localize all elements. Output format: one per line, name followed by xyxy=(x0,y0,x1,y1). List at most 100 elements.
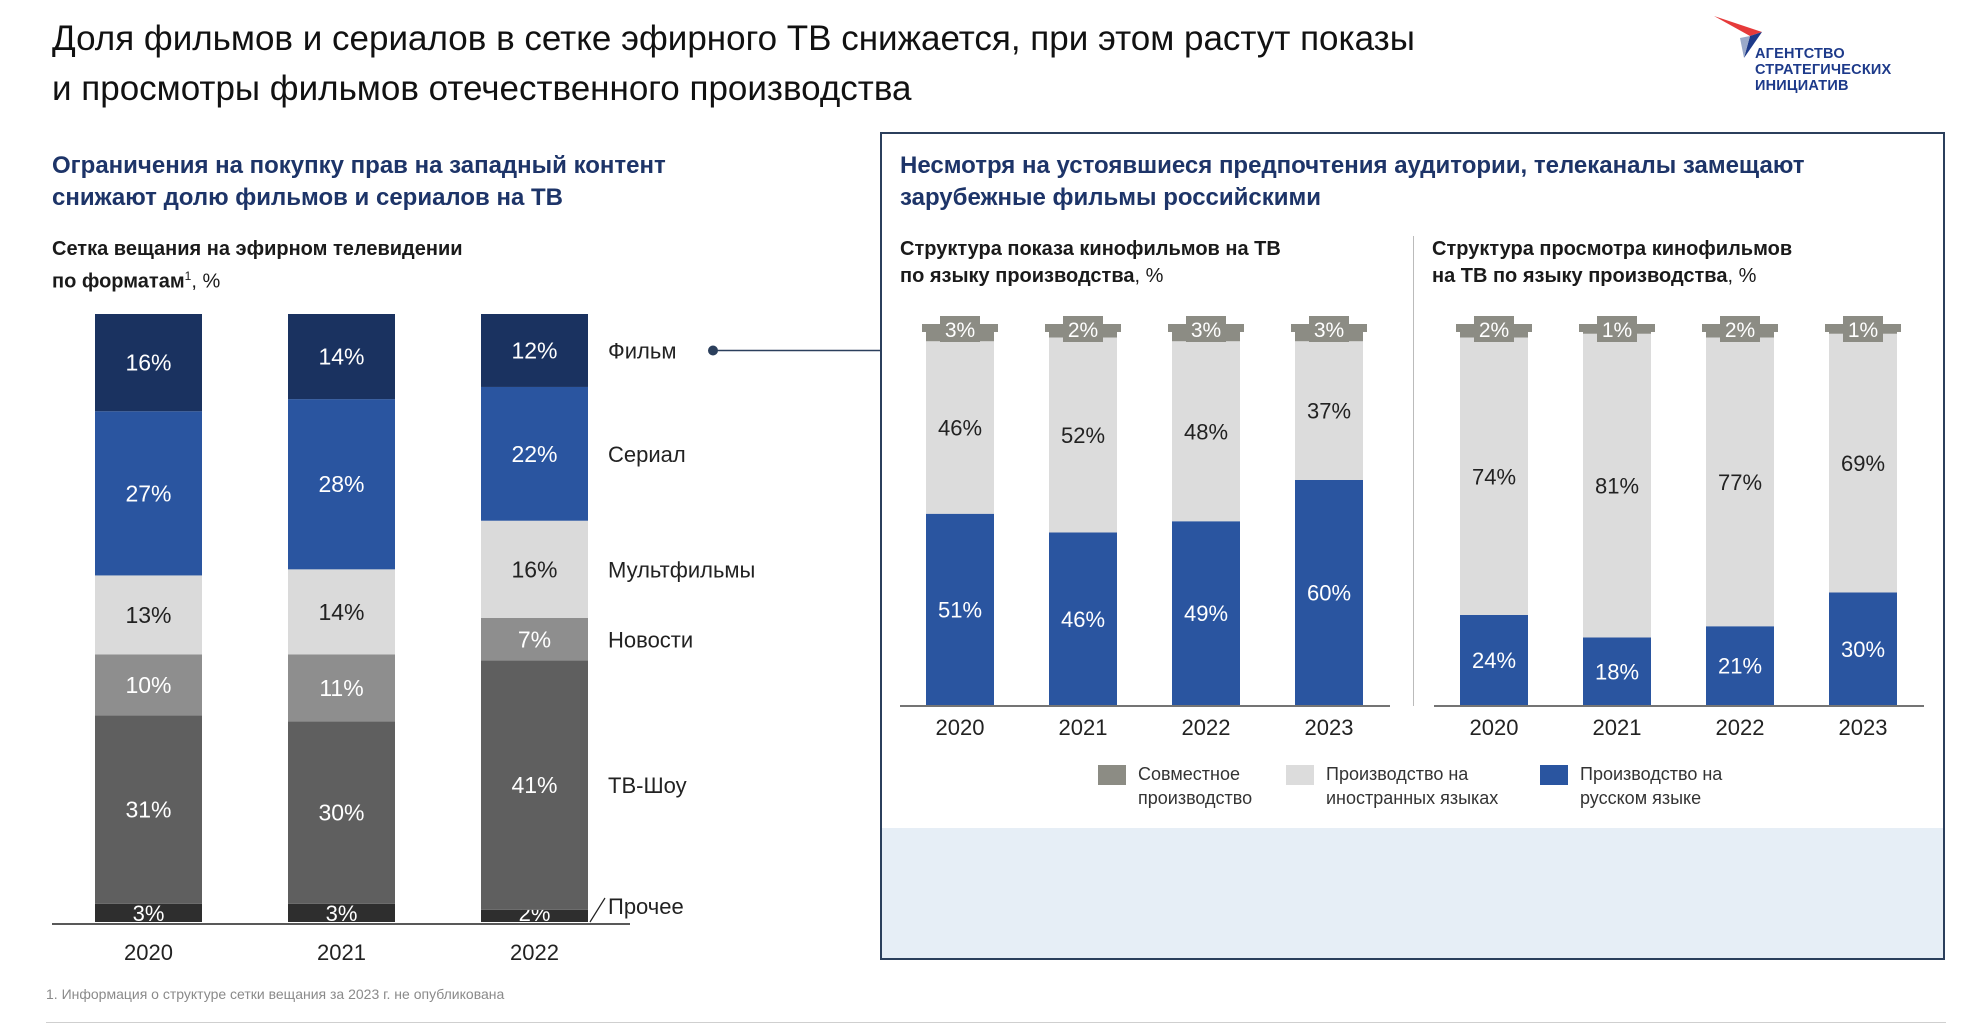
legend-label-russian-language: Производство на русском языке xyxy=(1580,764,1723,808)
data-label-фильм-2021: 14% xyxy=(318,344,364,370)
screenings-data-label-1-2021: 52% xyxy=(1061,423,1105,448)
bar-segment-мультфильмы-2022 xyxy=(481,520,588,618)
screenings-top-badge-2021 xyxy=(1063,316,1103,342)
data-label-новости-2021: 11% xyxy=(319,675,363,701)
chart1-title: Структура показа кинофильмов на ТВ по яз… xyxy=(900,236,1400,290)
views-data-label-1-2020: 74% xyxy=(1472,464,1516,489)
screenings-x-tick-label-2022: 2022 xyxy=(1182,715,1231,740)
series-label-новости: Новости xyxy=(608,627,693,652)
data-label-новости-2020: 10% xyxy=(125,672,171,698)
data-label-прочее-2020: 3% xyxy=(133,901,165,926)
screenings-data-label-1-2022: 48% xyxy=(1184,419,1228,444)
bar-segment-сериал-2022 xyxy=(481,386,588,521)
series-label-фильм: Фильм xyxy=(608,338,676,363)
screenings-x-tick-label-2023: 2023 xyxy=(1305,715,1354,740)
chart2-title: Структура просмотра кинофильмов на ТВ по… xyxy=(1432,236,1932,290)
left-heading-line-1: Ограничения на покупку прав на западный … xyxy=(52,152,666,179)
chart-divider xyxy=(1413,236,1414,706)
bar-segment-мультфильмы-2021 xyxy=(288,569,395,655)
bar-segment-новости-2022 xyxy=(481,618,588,661)
series-label-мультфильмы: Мультфильмы xyxy=(608,557,755,582)
screenings-bar-segment-1-2020 xyxy=(926,341,994,514)
screenings-top-badge-2020 xyxy=(940,316,980,342)
bar-segment-тв-шоу-2022 xyxy=(481,660,588,910)
bar-segment-мультфильмы-2020 xyxy=(95,575,202,655)
legend-label-foreign-language: Производство на иностранных языках xyxy=(1326,764,1499,808)
data-label-мультфильмы-2022: 16% xyxy=(511,556,557,582)
screenings-bar-segment-0-2022 xyxy=(1172,521,1240,705)
screenings-data-label-2-2023: 3% xyxy=(1314,319,1344,342)
logo-arrow-icon xyxy=(1714,16,1762,58)
views-x-tick-label-2021: 2021 xyxy=(1593,715,1642,740)
legend-swatch-russian-language xyxy=(1540,765,1568,785)
screenings-data-label-1-2020: 46% xyxy=(938,416,982,441)
left-chart-subheading: Сетка вещания на эфирном телевидении по … xyxy=(52,236,752,296)
screenings-bar-segment-1-2022 xyxy=(1172,341,1240,522)
views-data-label-2-2020: 2% xyxy=(1479,319,1509,342)
data-label-мультфильмы-2021: 14% xyxy=(318,599,364,625)
screenings-data-label-0-2022: 49% xyxy=(1184,601,1228,626)
page-title-line-2: и просмотры фильмов отечественного произ… xyxy=(52,69,912,108)
views-bar-segment-1-2021 xyxy=(1583,333,1651,638)
views-data-label-0-2020: 24% xyxy=(1472,648,1516,673)
footnote-marker: 1 xyxy=(184,269,192,283)
views-top-badge-2022 xyxy=(1720,316,1760,342)
series-label-сериал: Сериал xyxy=(608,442,686,467)
views-bar-segment-0-2020 xyxy=(1460,615,1528,705)
series-label-тв-шоу: ТВ-Шоу xyxy=(608,773,687,798)
data-label-тв-шоу-2022: 41% xyxy=(511,772,557,798)
views-bar-segment-1-2020 xyxy=(1460,337,1528,615)
left-heading-line-2: снижают долю фильмов и сериалов на ТВ xyxy=(52,184,563,211)
x-tick-label-2022: 2022 xyxy=(510,940,559,965)
screenings-bar-segment-0-2023 xyxy=(1295,480,1363,705)
legend-label-co-production: Совместное производство xyxy=(1138,764,1253,808)
bar-segment-прочее-2020 xyxy=(95,903,202,922)
chart2-title-line-1: Структура просмотра кинофильмов xyxy=(1432,238,1793,260)
views-x-tick-label-2020: 2020 xyxy=(1470,715,1519,740)
agency-logo: АГЕНТСТВО СТРАТЕГИЧЕСКИХ ИНИЦИАТИВ xyxy=(1710,10,1950,100)
bar-segment-прочее-2022 xyxy=(481,909,588,922)
views-x-tick-label-2022: 2022 xyxy=(1716,715,1765,740)
logo-text-line-2: СТРАТЕГИЧЕСКИХ xyxy=(1755,62,1892,78)
x-tick-label-2021: 2021 xyxy=(317,940,366,965)
bar-segment-новости-2021 xyxy=(288,654,395,722)
legend-item-co-production: Совместное производство xyxy=(1098,762,1252,810)
screenings-x-tick-label-2021: 2021 xyxy=(1059,715,1108,740)
series-label-прочее: Прочее xyxy=(608,894,684,919)
x-tick-label-2020: 2020 xyxy=(124,940,173,965)
screenings-top-badge-2022 xyxy=(1186,316,1226,342)
data-label-сериал-2020: 27% xyxy=(125,480,171,506)
data-label-фильм-2022: 12% xyxy=(511,337,557,363)
left-section-heading: Ограничения на покупку прав на западный … xyxy=(52,150,852,214)
logo-text-line-1: АГЕНТСТВО xyxy=(1755,46,1845,62)
page-title: Доля фильмов и сериалов в сетке эфирного… xyxy=(52,14,1612,114)
bar-segment-фильм-2020 xyxy=(95,314,202,412)
legend-item-russian-language: Производство на русском языке xyxy=(1540,762,1722,810)
right-heading-line-1: Несмотря на устоявшиеся предпочтения ауд… xyxy=(900,152,1805,179)
views-x-tick-label-2023: 2023 xyxy=(1839,715,1888,740)
bar-segment-сериал-2020 xyxy=(95,411,202,576)
film-views-language-chart: 24% 74% 2% 2020 18% 81% 1% 2021 21% 77% 2% 2022 30% 6… xyxy=(1434,316,1924,740)
screenings-bar-segment-1-2021 xyxy=(1049,337,1117,533)
bar-segment-тв-шоу-2021 xyxy=(288,721,395,904)
data-label-фильм-2020: 16% xyxy=(125,350,171,376)
views-data-label-1-2023: 69% xyxy=(1841,451,1885,476)
bottom-rule xyxy=(46,1022,1946,1023)
chart2-title-line-2: на ТВ по языку производства xyxy=(1432,265,1728,287)
film-screenings-language-chart: 51% 46% 3% 2020 46% 52% 2% 2021 49% 48% 3% 2022 60% 3… xyxy=(900,316,1390,740)
screenings-top-badge-2023 xyxy=(1309,316,1349,342)
chart1-title-line-1: Структура показа кинофильмов на ТВ xyxy=(900,238,1281,260)
chart1-title-unit: , % xyxy=(1134,265,1164,287)
data-label-прочее-2021: 3% xyxy=(326,901,358,926)
views-data-label-2-2021: 1% xyxy=(1602,319,1632,342)
views-bar-segment-0-2022 xyxy=(1706,626,1774,705)
screenings-data-label-0-2020: 51% xyxy=(938,597,982,622)
right-panel-shaded-area xyxy=(882,828,1943,958)
right-section-heading: Несмотря на устоявшиеся предпочтения ауд… xyxy=(900,150,1930,214)
chart1-title-line-2: по языку производства xyxy=(900,265,1135,287)
views-top-badge-2023 xyxy=(1843,316,1883,342)
other-leader-line xyxy=(589,897,606,923)
data-label-сериал-2021: 28% xyxy=(318,471,364,497)
footnote: 1. Информация о структуре сетки вещания … xyxy=(46,986,505,1002)
left-subheading-line-1: Сетка вещания на эфирном телевидении xyxy=(52,238,463,260)
